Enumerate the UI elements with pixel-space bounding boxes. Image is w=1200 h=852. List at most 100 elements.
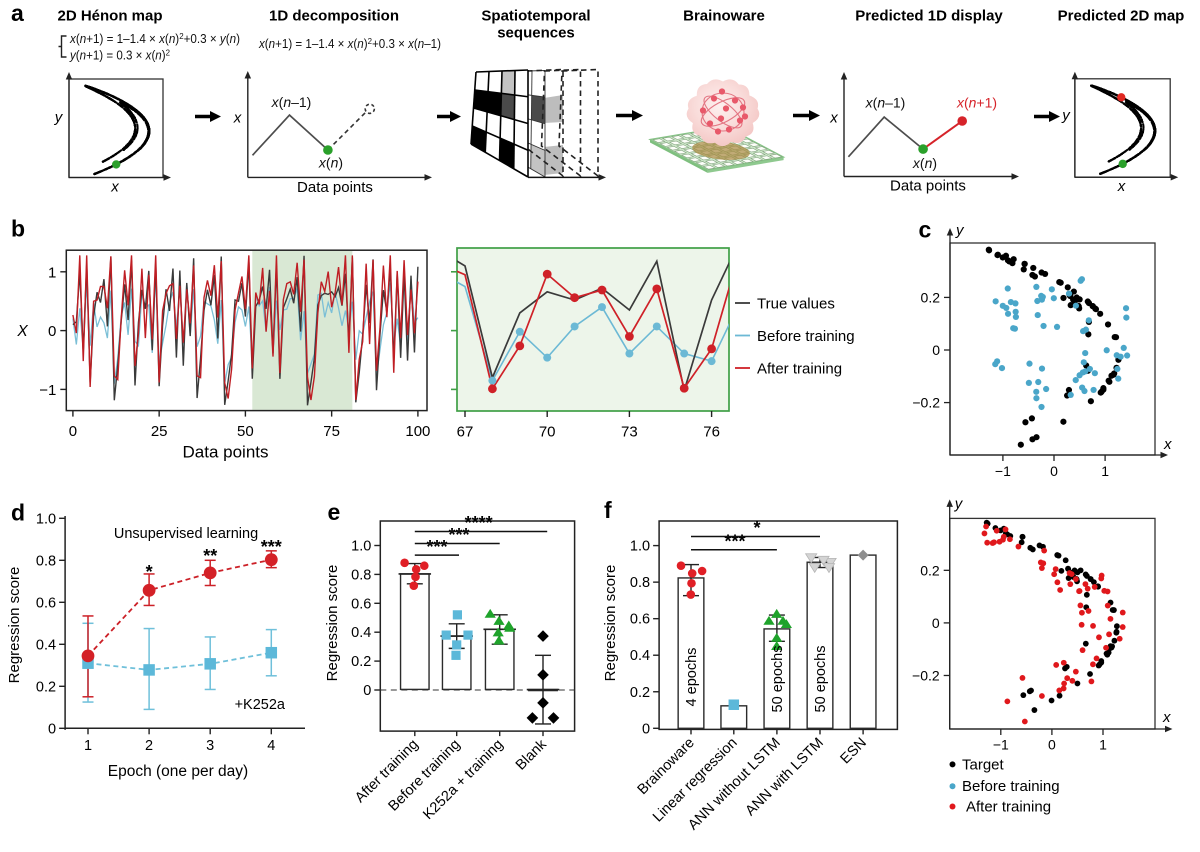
svg-text:Brainoware: Brainoware [683, 8, 765, 25]
svg-text:0: 0 [69, 423, 77, 440]
svg-text:x(n–1): x(n–1) [271, 94, 312, 110]
svg-text:0.8: 0.8 [351, 567, 371, 583]
svg-text:Spatiotemporal: Spatiotemporal [481, 8, 590, 25]
svg-text:0.6: 0.6 [36, 595, 56, 611]
svg-text:*: * [146, 562, 153, 582]
svg-text:Predicted 2D map: Predicted 2D map [1058, 8, 1185, 25]
svg-text:50: 50 [237, 423, 254, 440]
svg-text:0.2: 0.2 [920, 562, 940, 578]
svg-text:0.8: 0.8 [36, 553, 56, 569]
svg-text:Regression score: Regression score [324, 565, 341, 682]
svg-text:0: 0 [48, 721, 56, 737]
svg-text:x: x [110, 179, 119, 196]
svg-text:x(n+1) = 1–1.4 × x(n)2+0.3 × y: x(n+1) = 1–1.4 × x(n)2+0.3 × y(n) [69, 31, 240, 46]
svg-text:sequences: sequences [497, 25, 575, 42]
svg-text:x(n–1): x(n–1) [865, 95, 906, 111]
svg-text:1: 1 [84, 738, 92, 754]
svg-text:1.0: 1.0 [351, 539, 371, 555]
svg-text:0: 0 [363, 683, 371, 699]
svg-text:2: 2 [145, 738, 153, 754]
svg-text:d: d [11, 500, 25, 526]
svg-text:Regression score: Regression score [6, 567, 23, 684]
svg-text:Data points: Data points [297, 179, 373, 196]
svg-text:0: 0 [932, 342, 940, 358]
svg-text:1.0: 1.0 [630, 539, 650, 555]
svg-text:50 epochs: 50 epochs [770, 646, 786, 713]
svg-text:0.4: 0.4 [351, 625, 371, 641]
svg-text:***: *** [724, 532, 745, 552]
svg-text:y: y [955, 222, 965, 239]
svg-text:x(n): x(n) [912, 155, 937, 171]
svg-text:After training: After training [966, 799, 1051, 816]
svg-text:0.2: 0.2 [921, 289, 941, 305]
svg-text:100: 100 [405, 423, 430, 440]
svg-text:X: X [16, 323, 28, 340]
svg-text:****: **** [465, 513, 493, 533]
svg-text:f: f [604, 497, 612, 523]
svg-text:Regression score: Regression score [602, 565, 619, 682]
svg-text:−0.2: −0.2 [912, 395, 940, 411]
svg-text:0.6: 0.6 [630, 612, 650, 628]
svg-text:1: 1 [1101, 463, 1109, 479]
svg-text:x: x [233, 110, 242, 127]
svg-text:0: 0 [932, 615, 940, 631]
svg-text:67: 67 [457, 423, 474, 440]
svg-text:b: b [11, 216, 25, 242]
svg-text:0.2: 0.2 [630, 685, 650, 701]
svg-text:c: c [919, 217, 932, 243]
svg-text:1: 1 [48, 264, 56, 281]
svg-text:0.2: 0.2 [36, 679, 56, 695]
svg-text:***: *** [261, 537, 282, 557]
svg-text:75: 75 [323, 423, 340, 440]
svg-text:4 epochs: 4 epochs [684, 648, 700, 707]
svg-text:x: x [829, 110, 838, 127]
svg-text:+K252a: +K252a [235, 697, 286, 713]
svg-text:Predicted 1D display: Predicted 1D display [855, 8, 1003, 25]
svg-text:y: y [954, 495, 964, 512]
svg-text:y: y [1061, 107, 1071, 124]
svg-text:Epoch (one per day): Epoch (one per day) [108, 763, 248, 780]
svg-text:0.4: 0.4 [630, 648, 650, 664]
svg-text:0: 0 [642, 721, 650, 737]
svg-text:a: a [11, 0, 24, 26]
svg-text:Data points: Data points [183, 443, 269, 462]
svg-text:0: 0 [1050, 463, 1058, 479]
svg-text:x: x [1163, 436, 1172, 453]
svg-text:y(n+1) = 0.3 × x(n)2: y(n+1) = 0.3 × x(n)2 [69, 48, 170, 63]
svg-text:1.0: 1.0 [36, 511, 56, 527]
svg-text:0.4: 0.4 [36, 637, 56, 653]
svg-text:73: 73 [621, 423, 638, 440]
svg-text:76: 76 [703, 423, 720, 440]
svg-text:Target: Target [962, 757, 1005, 774]
svg-text:50 epochs: 50 epochs [813, 646, 829, 713]
svg-text:3: 3 [206, 738, 214, 754]
svg-text:−1: −1 [993, 737, 1009, 753]
svg-text:***: *** [448, 525, 469, 545]
svg-text:−0.2: −0.2 [912, 668, 940, 684]
svg-text:x(n+1): x(n+1) [956, 95, 997, 111]
svg-text:Before training: Before training [962, 778, 1060, 795]
svg-text:0.6: 0.6 [351, 596, 371, 612]
svg-text:2D Hénon map: 2D Hénon map [57, 8, 162, 25]
svg-text:−1: −1 [39, 382, 56, 399]
svg-text:4: 4 [267, 738, 275, 754]
svg-text:After training: After training [757, 361, 842, 378]
svg-text:25: 25 [151, 423, 168, 440]
svg-text:e: e [328, 499, 341, 525]
svg-text:0: 0 [48, 323, 56, 340]
svg-text:0.2: 0.2 [351, 654, 371, 670]
svg-text:0.8: 0.8 [630, 575, 650, 591]
svg-text:x(n): x(n) [318, 155, 343, 171]
svg-text:1D decomposition: 1D decomposition [269, 8, 399, 25]
svg-text:70: 70 [539, 423, 556, 440]
svg-text:Before training: Before training [757, 328, 855, 345]
svg-text:1: 1 [1099, 737, 1107, 753]
svg-text:Data points: Data points [890, 178, 966, 195]
svg-text:−1: −1 [995, 463, 1011, 479]
svg-text:y: y [54, 109, 64, 126]
svg-text:x(n+1) = 1–1.4 × x(n)2+0.3 × x: x(n+1) = 1–1.4 × x(n)2+0.3 × x(n–1) [258, 36, 441, 51]
svg-text:x: x [1117, 178, 1126, 195]
svg-text:**: ** [203, 546, 217, 566]
svg-text:True values: True values [757, 296, 835, 313]
svg-text:0: 0 [1048, 737, 1056, 753]
